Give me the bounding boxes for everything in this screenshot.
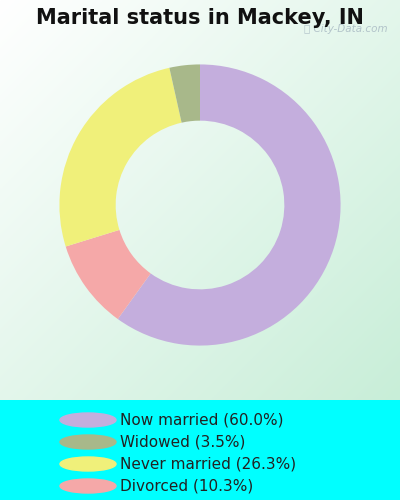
- Circle shape: [60, 413, 116, 427]
- Text: Ⓢ City-Data.com: Ⓢ City-Data.com: [304, 24, 388, 34]
- Wedge shape: [66, 230, 151, 319]
- Text: Divorced (10.3%): Divorced (10.3%): [120, 478, 253, 494]
- Text: Widowed (3.5%): Widowed (3.5%): [120, 434, 245, 450]
- Circle shape: [60, 457, 116, 471]
- Text: Now married (60.0%): Now married (60.0%): [120, 412, 284, 428]
- Wedge shape: [169, 64, 200, 122]
- Text: Marital status in Mackey, IN: Marital status in Mackey, IN: [36, 8, 364, 28]
- Wedge shape: [60, 68, 182, 246]
- Circle shape: [60, 479, 116, 493]
- Text: Never married (26.3%): Never married (26.3%): [120, 456, 296, 471]
- Circle shape: [60, 435, 116, 449]
- Wedge shape: [118, 64, 340, 346]
